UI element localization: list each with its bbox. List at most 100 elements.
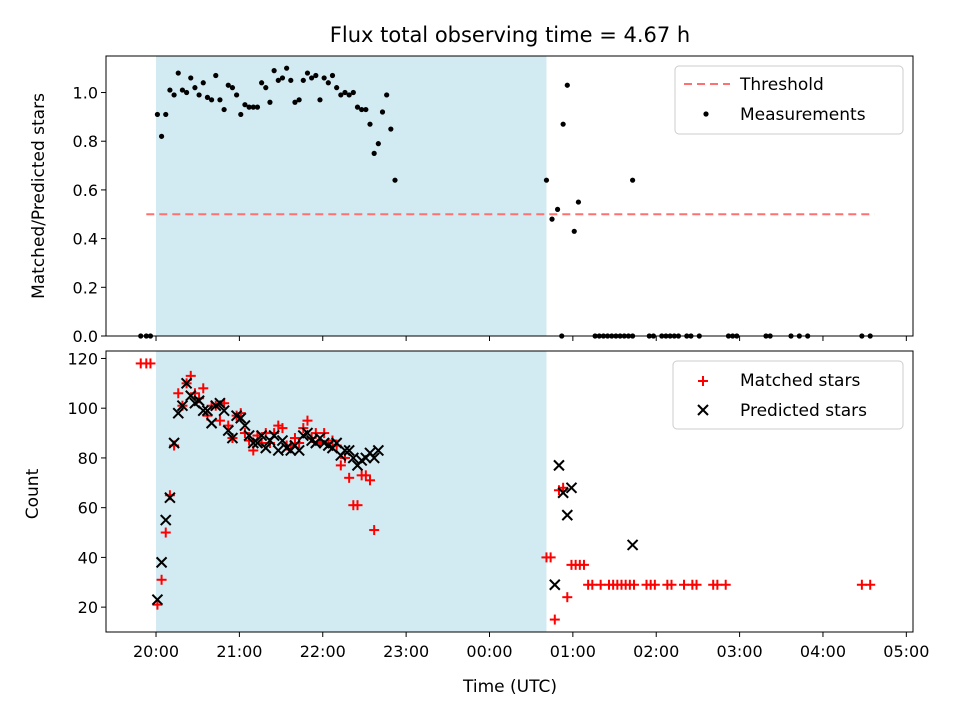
predicted-star-point (293, 444, 305, 457)
measurement-point (321, 75, 327, 81)
matched-star-point (344, 472, 355, 483)
measurement-point (296, 97, 302, 103)
legend-threshold-label: Threshold (739, 75, 824, 95)
cross-b (180, 377, 193, 390)
cross-b (251, 437, 264, 449)
measurement-point (175, 70, 181, 76)
predicted-star-point (561, 509, 574, 521)
measurement-point (359, 106, 365, 113)
cross-b (218, 404, 230, 417)
cross-b (557, 487, 569, 499)
top-legend: Threshold Measurements (674, 65, 904, 135)
measurement-point (560, 121, 566, 127)
matched-star-point (302, 415, 313, 426)
chart-title: Flux total observing time = 4.67 h (330, 23, 690, 47)
measurement-point (204, 94, 211, 100)
measurement-point (575, 199, 582, 205)
cross-b (347, 452, 360, 464)
cross-b (549, 579, 561, 591)
measurement-point (171, 92, 177, 98)
cross-b (243, 429, 255, 442)
measurement-point (246, 104, 252, 110)
x-tick-label: 05:00 (883, 642, 929, 661)
shaded-span (156, 56, 547, 336)
bottom-axes-frame (105, 350, 914, 633)
matched-star-point (156, 574, 167, 585)
predicted-star-point (185, 390, 197, 402)
measurement-point (543, 177, 550, 183)
cross-b (235, 412, 247, 424)
cross-b (301, 427, 314, 439)
matched-star-point (173, 388, 184, 399)
cross-b (561, 509, 574, 521)
cross-b (322, 439, 335, 452)
matched-star-point (352, 500, 363, 511)
cross-b (372, 444, 385, 457)
predicted-star-point (368, 452, 380, 464)
measurement-point (163, 111, 169, 118)
cross-b (697, 404, 709, 416)
measurement-point (363, 106, 369, 113)
matched-star-point (691, 579, 702, 590)
x-tick-label: 03:00 (717, 642, 763, 661)
cross-b (214, 397, 226, 409)
bottom-legend: Matched stars Predicted stars (672, 360, 904, 430)
measurement-point (271, 68, 277, 74)
matched-star-point (369, 525, 380, 536)
measurement-point (325, 80, 331, 86)
cross-b (272, 444, 285, 457)
measurement-point (217, 97, 223, 103)
matched-star-point (198, 383, 209, 394)
matched-star-point (679, 579, 690, 590)
measurement-point (342, 89, 348, 96)
cross-b (318, 437, 330, 449)
cross-b (164, 492, 176, 504)
matched-star-point (549, 614, 560, 625)
matched-star-point (712, 579, 723, 590)
x-tick-label: 22:00 (300, 642, 346, 661)
measurement-point (346, 92, 352, 98)
cross-b (339, 444, 351, 457)
x-tick-label: 23:00 (383, 642, 429, 661)
cross-b (151, 593, 164, 606)
measurement-point (334, 85, 340, 91)
matched-star-point (160, 527, 171, 538)
x-tick-label: 02:00 (633, 642, 679, 661)
measurement-point (225, 82, 231, 88)
measurement-point (338, 92, 344, 98)
shaded-span (156, 351, 547, 632)
top-y-axis-label: Matched/Predicted stars (29, 93, 49, 299)
legend-predicted-label: Predicted stars (740, 401, 867, 421)
cross-b (222, 424, 234, 437)
x-tick-label: 00:00 (466, 642, 512, 661)
measurement-point (329, 72, 336, 79)
predicted-star-point (160, 514, 172, 526)
predicted-star-point (301, 427, 314, 439)
matched-star-point (578, 559, 589, 570)
measurement-point (300, 77, 306, 83)
measurement-point (250, 104, 256, 110)
matched-star-point (214, 415, 225, 426)
cross-b (305, 434, 318, 447)
predicted-star-point (255, 429, 268, 442)
matched-star-point (223, 420, 234, 431)
predicted-star-point (260, 442, 272, 454)
predicted-star-point (347, 452, 360, 464)
cross-b (172, 407, 184, 419)
matched-star-point (856, 579, 867, 590)
predicted-star-point (239, 419, 251, 432)
measurement-point (309, 75, 315, 81)
cross-b (185, 390, 197, 402)
measurement-point (367, 121, 373, 127)
predicted-star-point (222, 424, 234, 437)
cross-b (239, 419, 251, 432)
cross-b (205, 417, 218, 429)
predicted-star-point (172, 407, 184, 419)
matched-star-point (649, 579, 660, 590)
bottom-y-axis-label: Count (23, 468, 43, 519)
cross-b (280, 442, 293, 454)
cross-b (553, 459, 565, 472)
top-panel: 0.0 0.2 0.4 0.6 0.8 1.0 Threshold Measurements (73, 55, 914, 346)
y-tick-label: 0.6 (73, 181, 98, 200)
